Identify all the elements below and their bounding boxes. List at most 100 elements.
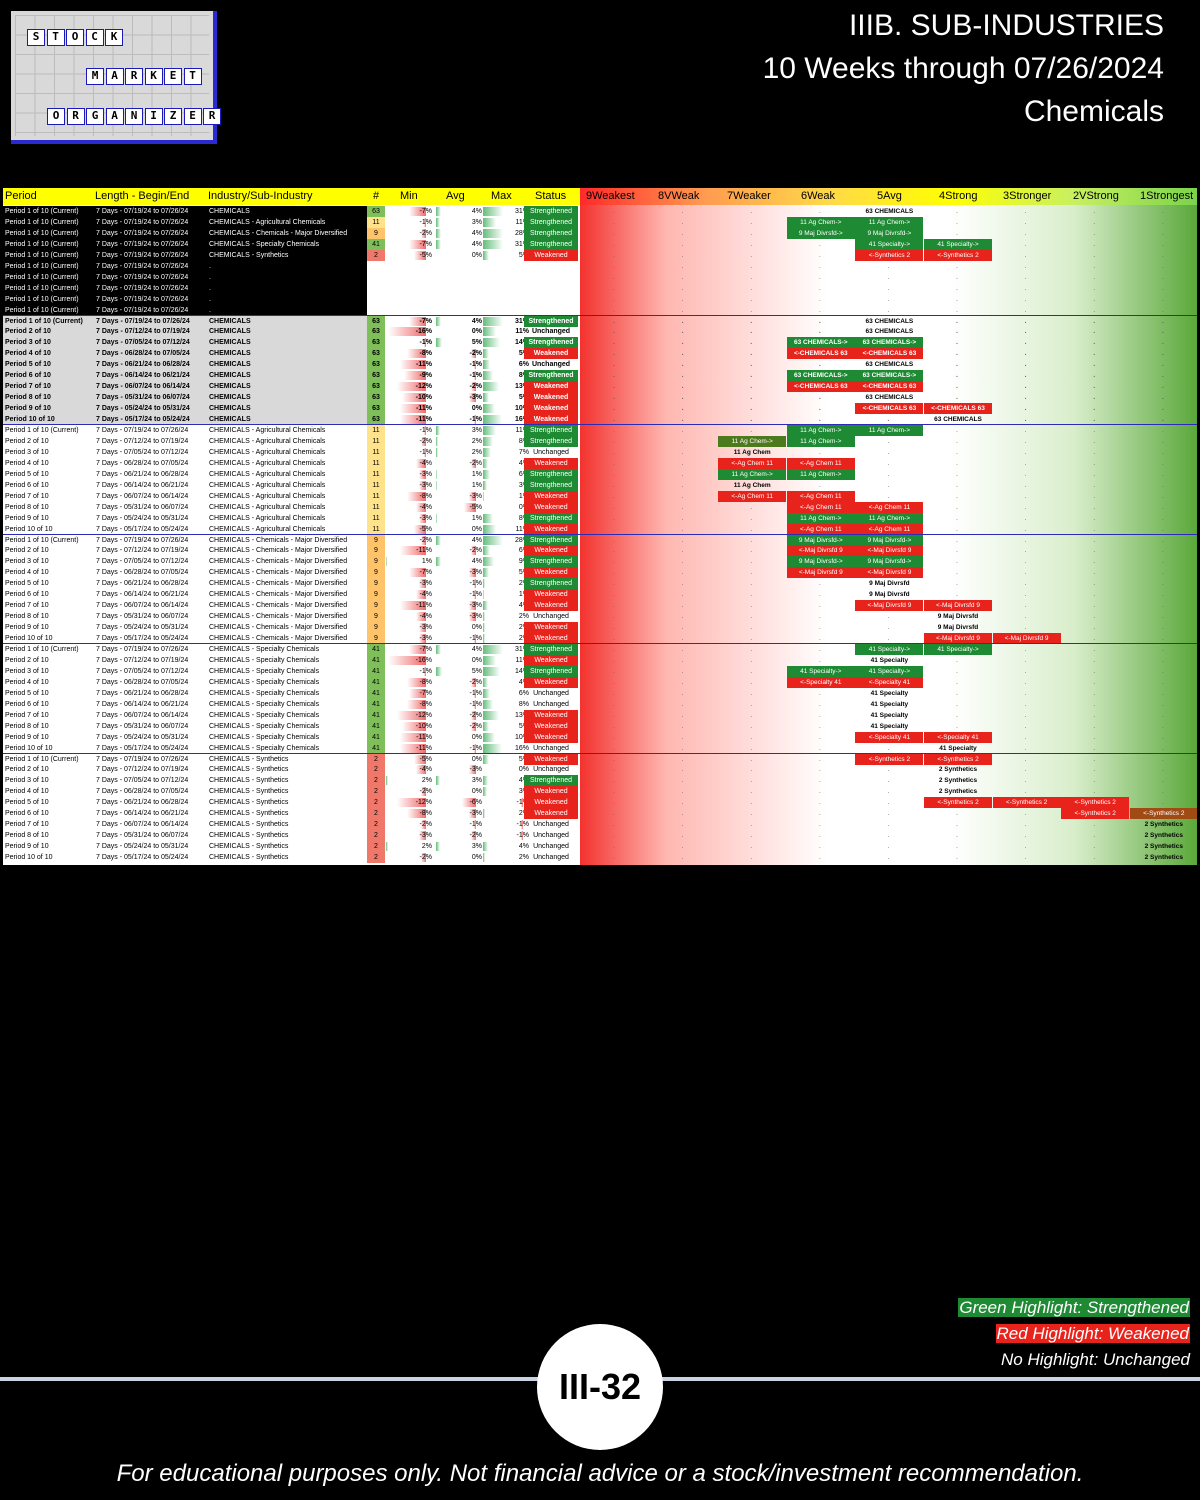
min-cell: -2% xyxy=(386,228,432,239)
score-cell: 41 Specialty xyxy=(870,656,909,664)
table-row: Period 2 of 10 7 Days - 07/12/24 to 07/19… xyxy=(3,764,1197,776)
score-dot: . xyxy=(1093,514,1096,522)
length-cell: 7 Days - 06/28/24 to 07/05/24 xyxy=(96,569,189,577)
score-cell: 2 Synthetics xyxy=(938,777,978,785)
score-dot: . xyxy=(1024,372,1027,380)
status-cell: Weakened xyxy=(524,392,578,404)
score-dot: . xyxy=(681,317,684,325)
score-dot: . xyxy=(681,361,684,369)
count-cell: 9 xyxy=(367,611,385,623)
max-data-bar xyxy=(483,787,487,797)
max-value: 6% xyxy=(518,361,529,369)
length-cell: 7 Days - 05/17/24 to 05/24/24 xyxy=(96,635,189,643)
min-value: -2% xyxy=(419,854,432,862)
score-dot: . xyxy=(1093,602,1096,610)
min-cell: 2% xyxy=(386,841,432,852)
avg-cell: 3% xyxy=(436,217,482,228)
empty-cell-dot: . xyxy=(426,262,428,270)
score-dot: . xyxy=(818,733,821,741)
logo-letter: K xyxy=(105,29,123,46)
avg-value: -3% xyxy=(469,492,482,500)
industry-cell: CHEMICALS xyxy=(209,350,251,358)
max-value: 7% xyxy=(518,448,529,456)
period-cell: Period 1 of 10 (Current) xyxy=(5,262,79,270)
industry-cell: CHEMICALS - Chemicals - Major Diversifie… xyxy=(209,547,348,555)
score-dot: . xyxy=(956,295,958,303)
period-cell: Period 1 of 10 (Current) xyxy=(5,240,79,248)
industry-cell: CHEMICALS xyxy=(209,317,251,325)
score-dot: . xyxy=(681,843,684,851)
current-summary-block xyxy=(3,206,367,316)
table-row: Period 8 of 10 7 Days - 05/31/24 to 06/07… xyxy=(3,720,1197,732)
score-dot: . xyxy=(613,656,615,664)
empty-cell-dot: . xyxy=(473,262,475,270)
score-dot: . xyxy=(613,394,615,402)
avg-value: -3% xyxy=(469,394,482,402)
score-dot: . xyxy=(613,218,615,226)
max-value: 2% xyxy=(518,854,529,862)
score-cell: <-Ag Chem 11 xyxy=(786,490,855,502)
avg-data-bar xyxy=(468,612,476,622)
score-dot: . xyxy=(750,295,753,303)
period-cell: Period 1 of 10 (Current) xyxy=(5,273,79,281)
score-dot: . xyxy=(887,744,890,752)
score-dot: . xyxy=(750,777,753,785)
score-dot: . xyxy=(1024,317,1027,325)
length-cell: 7 Days - 07/19/24 to 07/26/24 xyxy=(96,273,189,281)
score-cell: 9 Maj Divrsfd xyxy=(869,591,910,599)
score-dot: . xyxy=(681,733,684,741)
score-dot: . xyxy=(818,405,821,413)
score-cell: 2 Synthetics xyxy=(1144,821,1183,829)
empty-cell-dot: . xyxy=(473,273,475,281)
score-dot: . xyxy=(887,470,890,478)
min-value: -8% xyxy=(419,678,432,686)
min-data-bar xyxy=(386,557,388,567)
table-row: Period 5 of 10 7 Days - 06/21/24 to 06/28… xyxy=(3,468,1197,480)
score-dot: . xyxy=(956,218,958,226)
score-dot: . xyxy=(750,284,753,292)
max-cell: 4% xyxy=(483,841,529,852)
avg-data-bar xyxy=(436,469,438,479)
score-dot: . xyxy=(818,656,821,664)
avg-cell: 0% xyxy=(436,622,482,633)
max-value: 5% xyxy=(519,392,529,403)
length-cell: 7 Days - 05/17/24 to 05/24/24 xyxy=(96,416,190,424)
avg-data-bar xyxy=(473,688,476,698)
score-dot: . xyxy=(818,317,821,325)
min-data-bar xyxy=(416,765,426,775)
score-dot: . xyxy=(1024,558,1027,566)
max-value: 4% xyxy=(519,775,529,786)
max-cell: -1% xyxy=(483,797,529,808)
table-row: Period 1 of 10 (Current) 7 Days - 07/19/2… xyxy=(3,283,1197,294)
length-cell: 7 Days - 07/19/24 to 07/26/24 xyxy=(96,218,189,226)
min-data-bar xyxy=(409,207,426,216)
period-cell: Period 7 of 10 xyxy=(5,602,49,610)
score-dot: . xyxy=(818,251,821,259)
count-cell: 11 xyxy=(367,479,385,491)
score-dot: . xyxy=(1161,722,1164,730)
max-data-bar xyxy=(483,699,493,709)
table-row: Period 1 of 10 (Current) 7 Days - 07/19/2… xyxy=(3,261,1197,272)
score-dot: . xyxy=(750,624,753,632)
industry-cell: . xyxy=(209,262,211,270)
industry-cell: CHEMICALS - Synthetics xyxy=(209,755,289,763)
min-value: -16% xyxy=(415,656,432,664)
score-dot: . xyxy=(1024,700,1027,708)
min-cell: -2% xyxy=(386,819,432,830)
industry-cell: CHEMICALS - Agricultural Chemicals xyxy=(209,470,326,478)
score-dot: . xyxy=(818,591,821,599)
score-cell: <-Maj Divrsfd 9 xyxy=(855,545,924,557)
logo-letter: E xyxy=(164,68,182,85)
score-cell: <-Ag Chem 11 xyxy=(786,501,855,513)
max-data-bar xyxy=(483,382,499,392)
score-dot: . xyxy=(613,273,615,281)
max-cell: 0% xyxy=(483,502,529,513)
logo-letter: M xyxy=(86,68,104,85)
score-dot: . xyxy=(750,700,753,708)
max-value: 5% xyxy=(519,348,529,359)
score-dot: . xyxy=(818,295,821,303)
status-cell: Strengthened xyxy=(524,227,578,239)
max-value: 31% xyxy=(514,317,529,325)
max-data-bar xyxy=(483,404,495,414)
table-row: Period 6 of 10 7 Days - 06/14/24 to 06/21… xyxy=(3,698,1197,710)
